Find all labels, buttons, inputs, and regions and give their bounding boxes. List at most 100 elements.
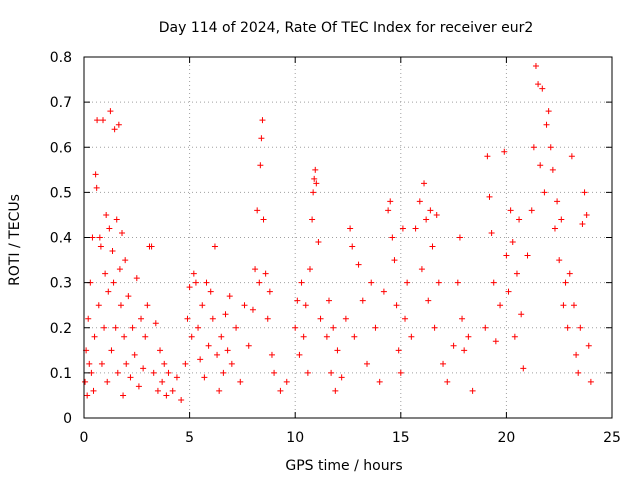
- data-point: [342, 315, 349, 322]
- data-point: [545, 108, 552, 115]
- y-tick-label: 0.1: [50, 366, 72, 382]
- data-point: [549, 166, 556, 173]
- y-axis-label: ROTI / TECUs: [7, 194, 23, 286]
- data-point: [268, 351, 275, 358]
- data-point: [259, 117, 266, 124]
- data-point: [558, 216, 565, 223]
- data-point: [296, 351, 303, 358]
- data-point: [482, 324, 489, 331]
- data-point: [524, 252, 531, 259]
- data-point: [554, 198, 561, 205]
- data-point: [488, 229, 495, 236]
- data-point: [539, 85, 546, 92]
- data-point: [355, 261, 362, 268]
- data-point: [214, 351, 221, 358]
- data-point: [192, 279, 199, 286]
- data-point: [497, 302, 504, 309]
- data-point: [226, 293, 233, 300]
- data-point: [121, 333, 128, 340]
- data-point: [431, 324, 438, 331]
- data-point: [144, 302, 151, 309]
- data-point: [165, 369, 172, 376]
- data-point: [266, 288, 273, 295]
- data-point: [113, 216, 120, 223]
- data-point: [575, 369, 582, 376]
- data-point: [313, 180, 320, 187]
- data-point: [89, 234, 96, 241]
- data-point: [444, 378, 451, 385]
- y-tick-labels: 0 0.1 0.2 0.3 0.4 0.5 0.6 0.7 0.8: [50, 50, 72, 427]
- data-point: [465, 333, 472, 340]
- data-point: [399, 225, 406, 232]
- data-point: [159, 378, 166, 385]
- data-point: [334, 347, 341, 354]
- data-point: [258, 135, 265, 142]
- data-point: [294, 297, 301, 304]
- data-point: [105, 288, 112, 295]
- data-point: [152, 320, 159, 327]
- x-tick-label: 25: [603, 430, 621, 446]
- data-point: [119, 229, 126, 236]
- data-point: [254, 207, 261, 214]
- data-point: [351, 333, 358, 340]
- data-point: [376, 378, 383, 385]
- data-point: [364, 360, 371, 367]
- x-tick-label: 0: [80, 430, 89, 446]
- data-point: [96, 234, 103, 241]
- data-point: [108, 347, 115, 354]
- data-point: [161, 360, 168, 367]
- data-point: [486, 193, 493, 200]
- data-point: [103, 211, 110, 218]
- data-point: [579, 220, 586, 227]
- data-point: [404, 279, 411, 286]
- x-tick-label: 15: [392, 430, 410, 446]
- data-point: [518, 311, 525, 318]
- y-tick-label: 0.4: [50, 231, 72, 247]
- data-point: [513, 270, 520, 277]
- data-point: [85, 315, 92, 322]
- data-point: [173, 374, 180, 381]
- data-point: [389, 234, 396, 241]
- data-point: [433, 211, 440, 218]
- data-point: [391, 257, 398, 264]
- data-point: [129, 324, 136, 331]
- data-point: [393, 302, 400, 309]
- data-point: [585, 342, 592, 349]
- data-point: [541, 189, 548, 196]
- data-point: [138, 315, 145, 322]
- data-point: [98, 360, 105, 367]
- data-point: [110, 279, 117, 286]
- data-point: [566, 270, 573, 277]
- data-point: [425, 297, 432, 304]
- data-point: [509, 239, 516, 246]
- data-point: [100, 117, 107, 124]
- data-point: [570, 302, 577, 309]
- data-point: [511, 333, 518, 340]
- data-point: [537, 162, 544, 169]
- data-point: [385, 207, 392, 214]
- y-tick-label: 0.8: [50, 50, 72, 66]
- data-point: [82, 378, 89, 385]
- data-point: [484, 153, 491, 160]
- data-point: [182, 360, 189, 367]
- data-point: [408, 333, 415, 340]
- data-point: [505, 288, 512, 295]
- data-point: [203, 279, 210, 286]
- data-point: [271, 369, 278, 376]
- data-point: [190, 270, 197, 277]
- data-point: [84, 392, 91, 399]
- x-axis-label: GPS time / hours: [285, 458, 402, 474]
- data-point: [106, 225, 113, 232]
- x-tick-label: 10: [286, 430, 304, 446]
- data-point: [211, 243, 218, 250]
- data-point: [312, 166, 319, 173]
- chart-title: Day 114 of 2024, Rate Of TEC Index for r…: [159, 20, 534, 36]
- data-point: [368, 279, 375, 286]
- data-point: [102, 270, 109, 277]
- axis-ticks: [83, 56, 613, 419]
- data-point: [94, 117, 101, 124]
- data-point: [380, 288, 387, 295]
- data-point: [186, 284, 193, 291]
- x-tick-labels: 0 5 10 15 20 25: [80, 430, 621, 446]
- data-point: [163, 392, 170, 399]
